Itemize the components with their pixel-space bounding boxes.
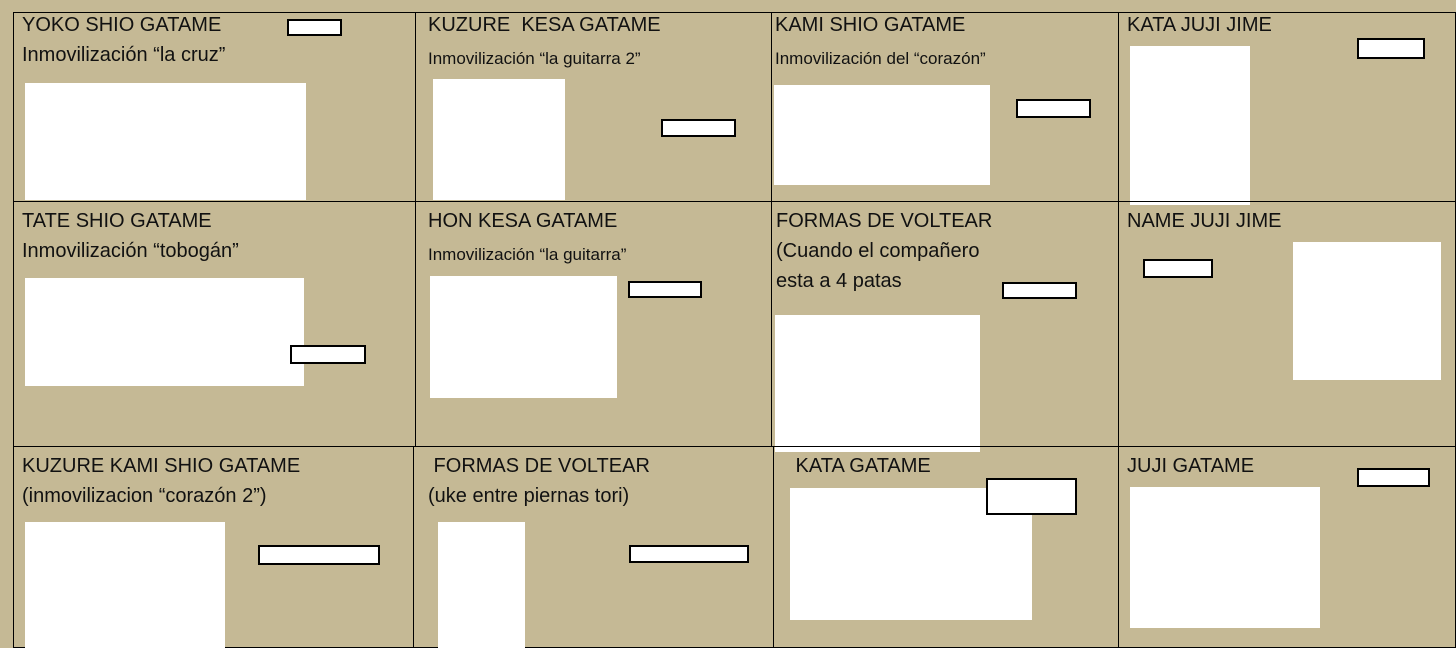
answer-box	[287, 19, 342, 36]
technique-illustration	[438, 522, 525, 648]
technique-name: KUZURE KAMI SHIO GATAME	[22, 455, 301, 477]
technique-illustration	[1130, 46, 1250, 205]
technique-name: NAME JUJI JIME	[1127, 210, 1282, 232]
technique-name: KATA GATAME	[790, 455, 931, 477]
answer-box	[258, 545, 380, 565]
answer-box	[629, 545, 749, 563]
technique-description: (uke entre piernas tori)	[428, 485, 630, 507]
technique-description: (inmovilizacion “corazón 2”)	[22, 485, 267, 507]
technique-illustration	[774, 85, 990, 185]
technique-description: Inmovilización del “corazón”	[775, 49, 986, 68]
technique-illustration	[433, 79, 565, 200]
technique-name: KUZURE KESA GATAME	[428, 14, 661, 36]
technique-illustration	[25, 522, 225, 648]
technique-description: Inmovilización “la cruz”	[22, 44, 226, 66]
technique-description: (Cuando el compañero	[776, 240, 980, 262]
answer-box	[1357, 468, 1430, 487]
answer-box	[1002, 282, 1077, 299]
technique-name: KAMI SHIO GATAME	[775, 14, 966, 36]
answer-box	[628, 281, 702, 298]
answer-box	[1016, 99, 1091, 118]
answer-box	[1143, 259, 1213, 278]
answer-box	[661, 119, 736, 137]
technique-description: esta a 4 patas	[776, 270, 902, 292]
answer-box	[986, 478, 1077, 515]
technique-illustration	[1130, 487, 1320, 628]
technique-illustration	[25, 278, 304, 386]
technique-description: Inmovilización “la guitarra 2”	[428, 49, 641, 68]
technique-name: KATA JUJI JIME	[1127, 14, 1272, 36]
technique-illustration	[775, 315, 980, 452]
technique-name: JUJI GATAME	[1127, 455, 1255, 477]
answer-box	[290, 345, 366, 364]
technique-name: TATE SHIO GATAME	[22, 210, 212, 232]
technique-name: HON KESA GATAME	[428, 210, 618, 232]
technique-name: FORMAS DE VOLTEAR	[428, 455, 650, 477]
technique-description: Inmovilización “tobogán”	[22, 240, 239, 262]
answer-box	[1357, 38, 1425, 59]
technique-description: Inmovilización “la guitarra”	[428, 245, 627, 264]
technique-name: FORMAS DE VOLTEAR	[776, 210, 993, 232]
technique-name: YOKO SHIO GATAME	[22, 14, 222, 36]
technique-illustration	[25, 83, 306, 200]
technique-illustration	[430, 276, 617, 398]
technique-illustration	[1293, 242, 1441, 380]
